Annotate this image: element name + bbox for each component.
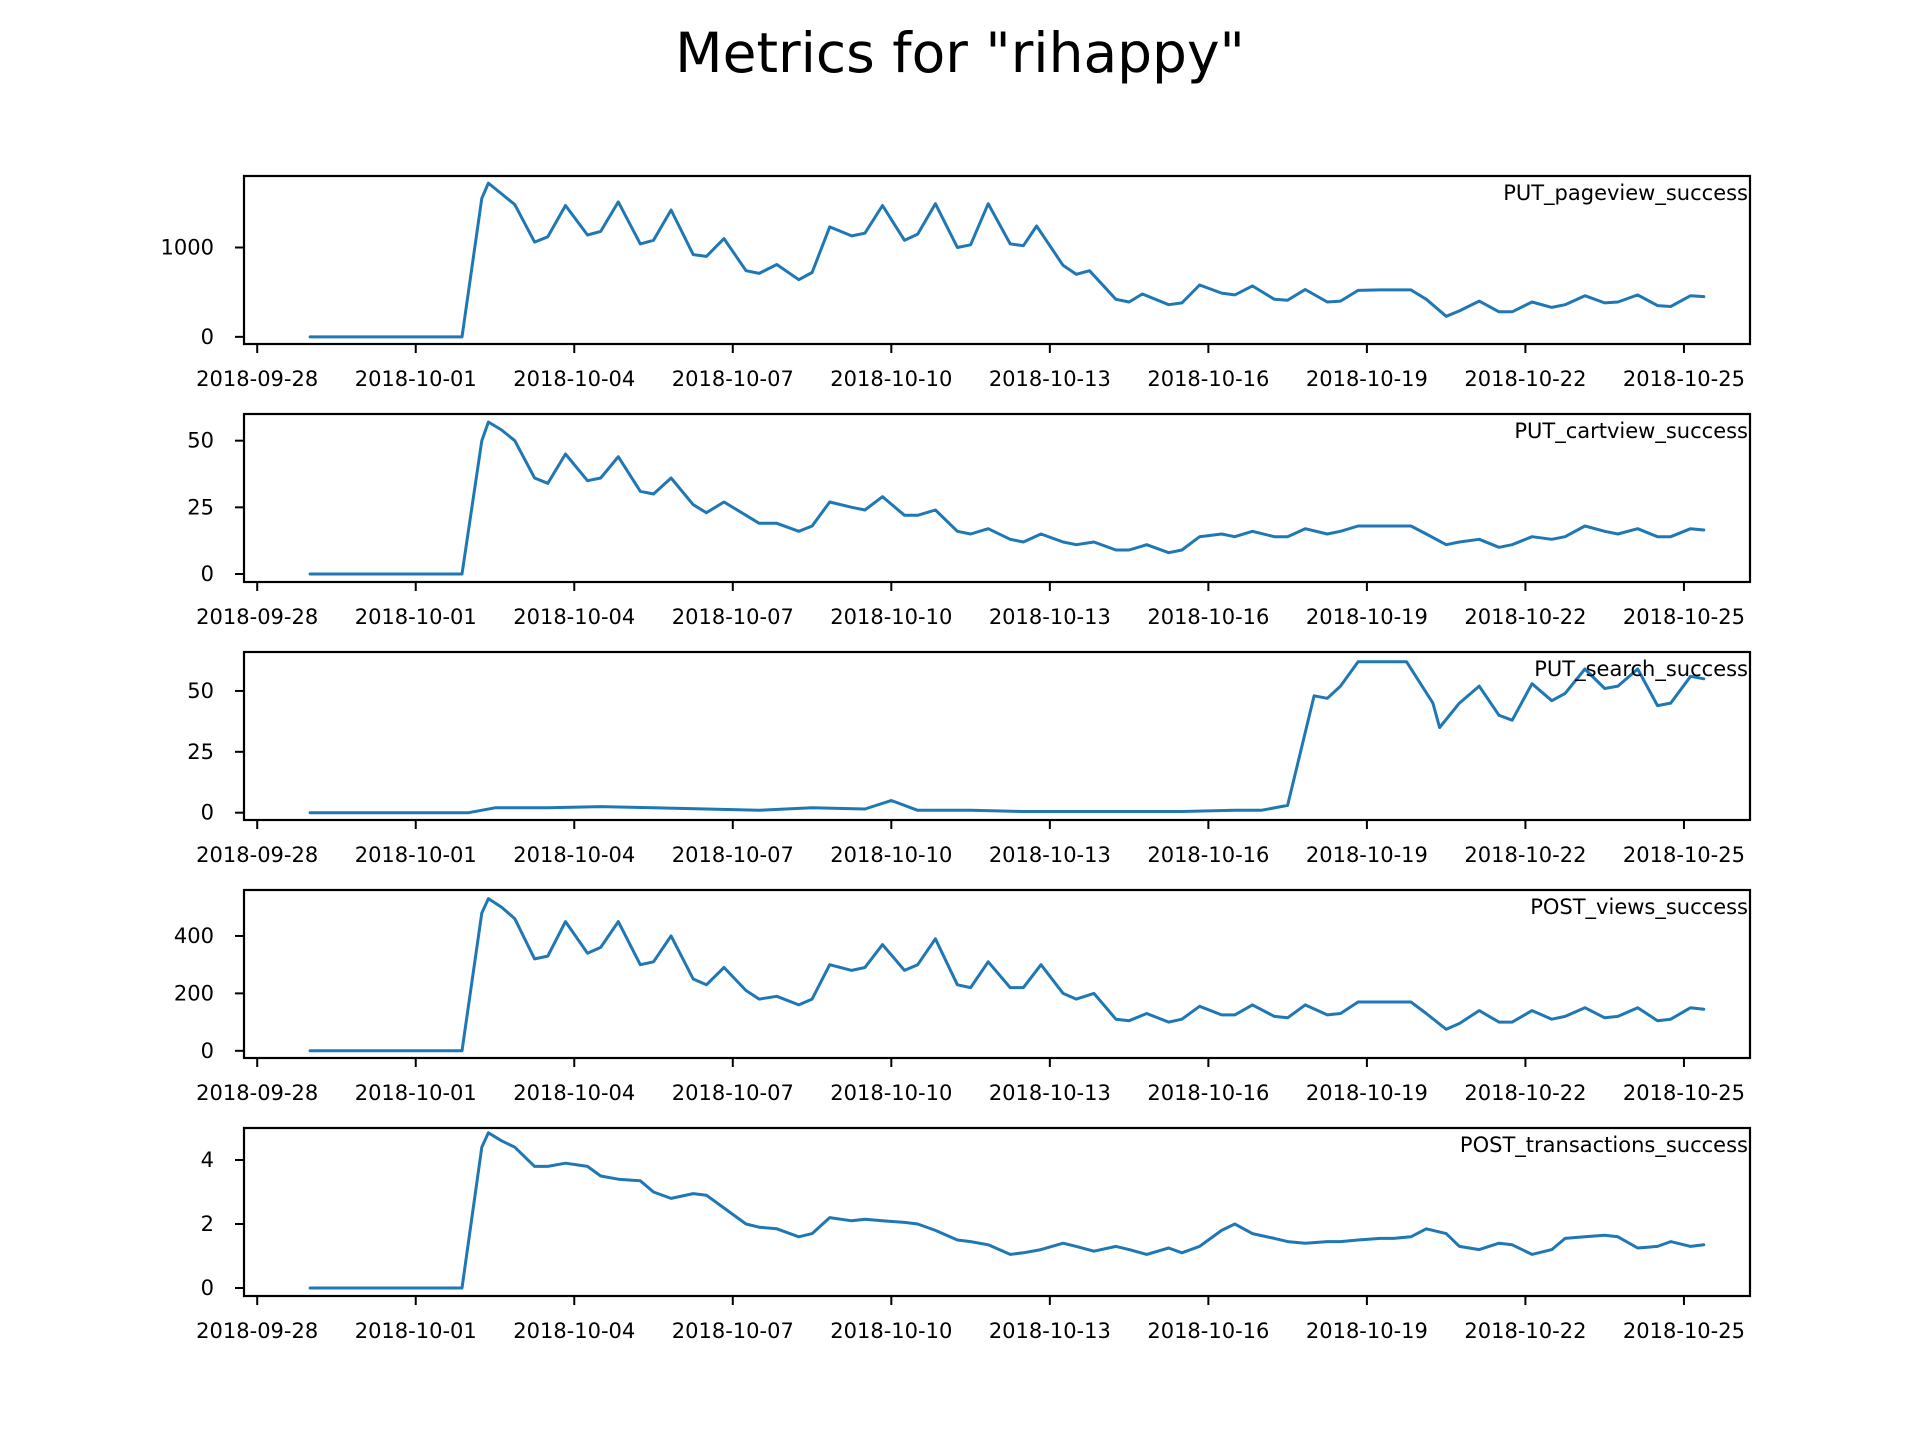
subplot-4: POST_views_success 2018-09-28 2018-10-01 20… — [174, 888, 1752, 1105]
figure-title: Metrics for "rihappy" — [675, 21, 1245, 85]
y-tick-label: 1000 — [161, 235, 214, 259]
x-tick-label: 2018-10-13 — [989, 843, 1111, 867]
x-tick-label: 2018-10-10 — [830, 1319, 952, 1343]
x-tick-label: 2018-10-25 — [1623, 1319, 1745, 1343]
x-tick-label: 2018-10-19 — [1306, 367, 1428, 391]
x-tick-label: 2018-10-22 — [1464, 367, 1586, 391]
x-tick-label: 2018-10-07 — [672, 1081, 794, 1105]
x-tick-label: 2018-10-01 — [355, 605, 477, 629]
y-tick-label: 4 — [201, 1148, 214, 1172]
y-tick-label: 0 — [201, 562, 214, 586]
x-tick-label: 2018-10-25 — [1623, 1081, 1745, 1105]
x-tick-label: 2018-09-28 — [196, 843, 318, 867]
subplot-1: PUT_pageview_success 2018-09-28 2018-10-01… — [161, 174, 1752, 391]
axes-frame — [242, 174, 1752, 346]
x-tick-label: 2018-10-07 — [672, 367, 794, 391]
series-label: PUT_search_success — [1534, 657, 1748, 682]
x-tick-label: 2018-10-13 — [989, 1319, 1111, 1343]
x-tick-label: 2018-09-28 — [196, 1081, 318, 1105]
x-tick-label: 2018-10-04 — [513, 605, 635, 629]
x-tick-label: 2018-10-25 — [1623, 367, 1745, 391]
x-tick-label: 2018-10-22 — [1464, 843, 1586, 867]
x-tick-label: 2018-10-16 — [1147, 843, 1269, 867]
series-line-2 — [308, 420, 1706, 576]
series-line-5 — [308, 1131, 1706, 1290]
x-tick-label: 2018-10-04 — [513, 843, 635, 867]
subplot-2: PUT_cartview_success 2018-09-28 2018-10-01… — [187, 412, 1752, 629]
x-tick-label: 2018-10-13 — [989, 605, 1111, 629]
axes-frame — [242, 888, 1752, 1060]
y-tick-label: 50 — [187, 429, 214, 453]
y-tick-label: 400 — [174, 924, 214, 948]
x-tick-label: 2018-10-07 — [672, 605, 794, 629]
y-tick-label: 2 — [201, 1212, 214, 1236]
x-tick-label: 2018-10-22 — [1464, 605, 1586, 629]
series-label: PUT_cartview_success — [1514, 419, 1748, 444]
x-tick-label: 2018-10-01 — [355, 367, 477, 391]
x-tick-label: 2018-09-28 — [196, 367, 318, 391]
axes-frame — [242, 650, 1752, 822]
y-tick-label: 25 — [187, 740, 214, 764]
x-tick-label: 2018-10-13 — [989, 367, 1111, 391]
series-label: POST_views_success — [1530, 895, 1748, 920]
x-tick-label: 2018-10-01 — [355, 1081, 477, 1105]
series-line-3 — [308, 660, 1706, 815]
x-tick-label: 2018-10-10 — [830, 1081, 952, 1105]
y-tick-label: 0 — [201, 1276, 214, 1300]
x-tick-label: 2018-10-01 — [355, 843, 477, 867]
x-tick-label: 2018-10-25 — [1623, 843, 1745, 867]
x-tick-label: 2018-10-10 — [830, 605, 952, 629]
x-tick-label: 2018-10-16 — [1147, 367, 1269, 391]
x-tick-label: 2018-10-22 — [1464, 1319, 1586, 1343]
y-tick-label: 25 — [187, 495, 214, 519]
x-tick-label: 2018-10-10 — [830, 843, 952, 867]
series-label: PUT_pageview_success — [1503, 181, 1748, 206]
x-tick-label: 2018-10-25 — [1623, 605, 1745, 629]
y-tick-label: 50 — [187, 679, 214, 703]
x-tick-label: 2018-10-10 — [830, 367, 952, 391]
x-tick-label: 2018-10-19 — [1306, 605, 1428, 629]
x-tick-label: 2018-10-19 — [1306, 843, 1428, 867]
axes-frame — [242, 1126, 1752, 1298]
x-tick-label: 2018-10-07 — [672, 1319, 794, 1343]
y-tick-label: 200 — [174, 981, 214, 1005]
y-tick-label: 0 — [201, 1039, 214, 1063]
y-tick-label: 0 — [201, 801, 214, 825]
x-tick-label: 2018-09-28 — [196, 605, 318, 629]
x-tick-label: 2018-10-16 — [1147, 1081, 1269, 1105]
x-tick-label: 2018-10-04 — [513, 367, 635, 391]
series-label: POST_transactions_success — [1460, 1133, 1748, 1158]
subplot-5: POST_transactions_success 2018-09-28 2018-… — [196, 1126, 1752, 1343]
x-tick-label: 2018-10-13 — [989, 1081, 1111, 1105]
x-tick-label: 2018-10-19 — [1306, 1081, 1428, 1105]
x-tick-label: 2018-10-04 — [513, 1081, 635, 1105]
y-tick-label: 0 — [201, 325, 214, 349]
subplots: PUT_pageview_success 2018-09-28 2018-10-01… — [161, 174, 1752, 1343]
x-tick-label: 2018-10-22 — [1464, 1081, 1586, 1105]
x-tick-label: 2018-10-16 — [1147, 605, 1269, 629]
x-tick-label: 2018-10-04 — [513, 1319, 635, 1343]
subplot-3: PUT_search_success 2018-09-28 2018-10-01 20… — [187, 650, 1752, 867]
x-tick-label: 2018-10-19 — [1306, 1319, 1428, 1343]
x-tick-label: 2018-10-07 — [672, 843, 794, 867]
x-tick-label: 2018-09-28 — [196, 1319, 318, 1343]
x-tick-label: 2018-10-16 — [1147, 1319, 1269, 1343]
series-line-1 — [308, 181, 1706, 339]
axes-frame — [242, 412, 1752, 584]
series-line-4 — [308, 897, 1706, 1053]
x-tick-label: 2018-10-01 — [355, 1319, 477, 1343]
